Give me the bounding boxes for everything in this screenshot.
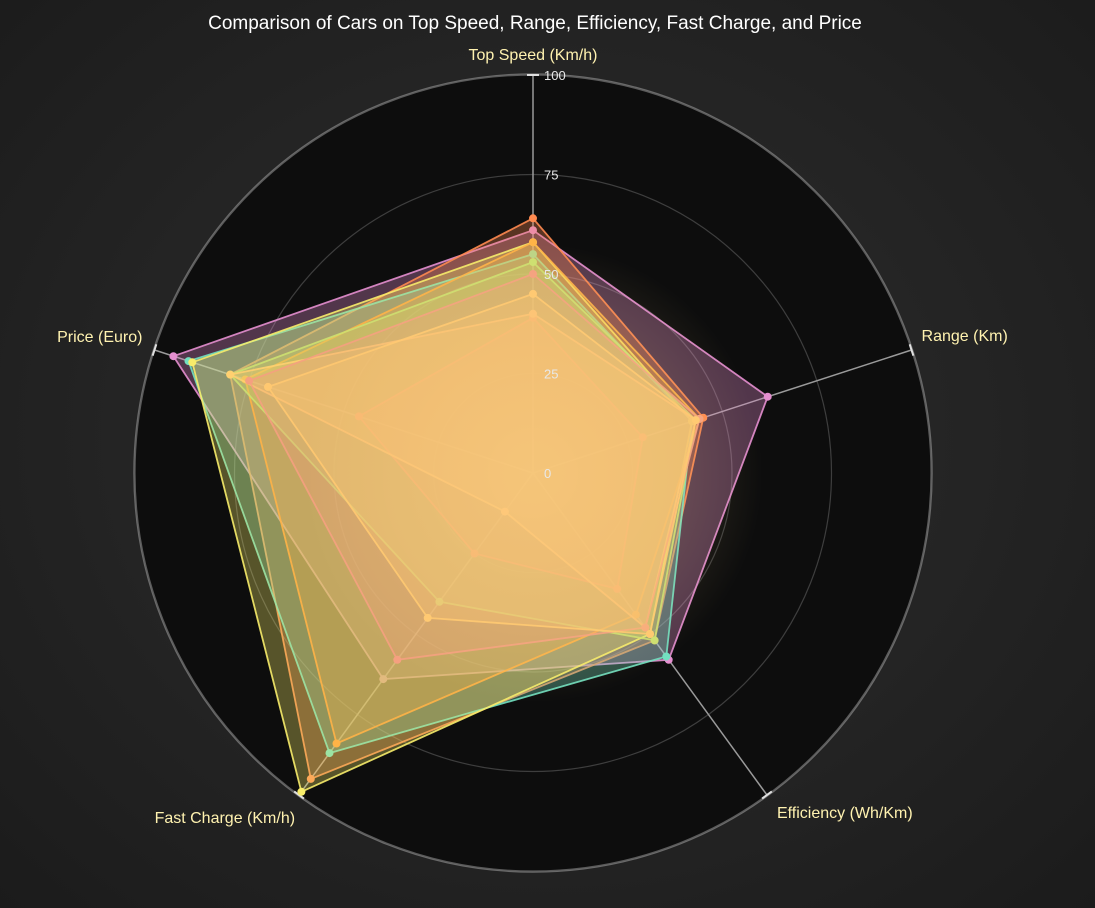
axis-end-cap [908,343,915,357]
data-point [529,214,537,223]
tick-label: 0 [544,466,551,481]
data-point [226,370,235,379]
data-point [529,226,537,235]
data-point [169,352,178,361]
data-point [379,675,388,684]
data-point [325,749,334,758]
axis-labels: Top Speed (Km/h) Range (Km) Efficiency (Wh… [57,47,1008,827]
tick-label: 75 [544,168,558,183]
data-point [188,358,197,367]
axis-label: Range (Km) [922,328,1008,345]
axis-label: Top Speed (Km/h) [469,47,598,64]
data-point [306,774,315,783]
tick-label: 25 [544,367,558,382]
data-point [245,376,254,385]
center-glow [303,243,763,703]
radial-tick-labels: 0 25 50 75 100 [544,68,566,481]
data-point [332,739,341,748]
chart-title: Comparison of Cars on Top Speed, Range, … [208,13,862,34]
data-point [763,392,772,401]
axis-label: Fast Charge (Km/h) [155,810,295,827]
tick-label: 100 [544,68,566,83]
axis-label: Efficiency (Wh/Km) [777,805,913,822]
tick-label: 50 [544,267,558,282]
axis-end-cap [151,343,158,357]
axis-end-cap [761,790,773,800]
data-point [264,382,272,391]
axis-label: Price (Euro) [57,329,142,346]
data-point [297,787,306,796]
